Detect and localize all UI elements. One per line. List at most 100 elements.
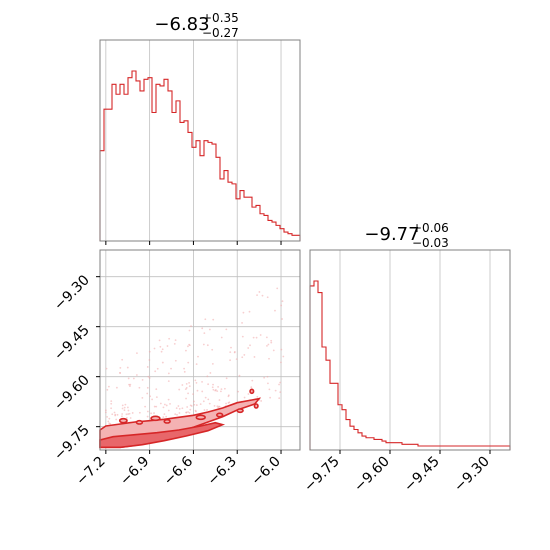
scatter-point bbox=[175, 407, 178, 410]
scatter-point bbox=[238, 374, 241, 377]
scatter-point bbox=[201, 381, 203, 383]
scatter-point bbox=[129, 383, 132, 386]
scatter-point bbox=[282, 355, 285, 358]
scatter-point bbox=[193, 400, 195, 403]
scatter-point bbox=[272, 349, 275, 352]
scatter-point bbox=[121, 415, 123, 418]
scatter-point bbox=[128, 383, 130, 386]
bottom-left-joint-panel: −7.2 −6.9 −6.6 −6.3 −6.0 −9.30 −9.45 −9.60 −9.75 bbox=[51, 249, 301, 489]
scatter-point bbox=[174, 339, 177, 342]
scatter-point bbox=[188, 344, 191, 347]
scatter-point bbox=[154, 370, 157, 373]
scatter-point bbox=[268, 388, 271, 391]
scatter-point bbox=[162, 416, 165, 419]
scatter-point bbox=[155, 396, 158, 399]
scatter-point bbox=[265, 336, 268, 339]
scatter-point bbox=[160, 350, 163, 353]
scatter-point bbox=[211, 386, 214, 389]
scatter-point bbox=[165, 404, 168, 407]
tl-title-value: −6.83 bbox=[154, 14, 209, 35]
scatter-point bbox=[135, 374, 138, 376]
scatter-point bbox=[161, 348, 164, 351]
scatter-point bbox=[110, 407, 113, 410]
scatter-point bbox=[170, 367, 172, 370]
scatter-point bbox=[185, 411, 188, 414]
br-histogram bbox=[309, 280, 511, 450]
scatter-point bbox=[220, 388, 223, 391]
scatter-point bbox=[108, 417, 111, 420]
scatter-point bbox=[195, 381, 198, 384]
scatter-point bbox=[105, 367, 108, 370]
scatter-point bbox=[178, 407, 181, 410]
scatter-point bbox=[148, 350, 151, 353]
scatter-point bbox=[267, 382, 269, 385]
scatter-point bbox=[206, 375, 209, 378]
scatter-point bbox=[183, 370, 186, 373]
scatter-point bbox=[159, 402, 162, 405]
br-x-tick-label: −9.45 bbox=[401, 454, 443, 496]
scatter-point bbox=[129, 417, 132, 419]
scatter-point bbox=[187, 411, 189, 413]
scatter-point bbox=[188, 329, 191, 332]
scatter-point bbox=[219, 390, 222, 393]
scatter-point bbox=[153, 347, 156, 350]
scatter-point bbox=[106, 415, 109, 418]
scatter-point bbox=[129, 385, 131, 388]
scatter-point bbox=[146, 392, 149, 395]
scatter-point bbox=[189, 408, 192, 411]
scatter-point bbox=[126, 366, 129, 369]
scatter-point bbox=[148, 359, 151, 361]
scatter-point bbox=[149, 395, 152, 398]
scatter-point bbox=[156, 367, 159, 370]
scatter-point bbox=[260, 400, 263, 402]
scatter-point bbox=[195, 404, 198, 406]
scatter-point bbox=[259, 334, 262, 336]
scatter-point bbox=[138, 411, 141, 414]
scatter-point bbox=[126, 417, 128, 419]
scatter-point bbox=[123, 406, 126, 409]
scatter-point bbox=[146, 366, 149, 368]
bl-frame bbox=[99, 249, 301, 451]
scatter-point bbox=[131, 412, 134, 414]
scatter-point bbox=[258, 291, 261, 293]
scatter-point bbox=[127, 409, 130, 412]
scatter-point bbox=[274, 309, 276, 312]
scatter-point bbox=[162, 406, 165, 409]
scatter-point bbox=[204, 396, 207, 399]
scatter-point bbox=[270, 341, 273, 344]
bl-y-tick-label: −9.45 bbox=[51, 322, 93, 364]
scatter-point bbox=[266, 296, 269, 299]
scatter-point bbox=[278, 383, 280, 386]
scatter-point bbox=[194, 409, 197, 412]
scatter-point bbox=[225, 377, 228, 380]
scatter-point bbox=[178, 412, 181, 414]
scatter-point bbox=[207, 398, 210, 401]
scatter-point bbox=[167, 372, 170, 375]
scatter-point bbox=[270, 339, 273, 342]
scatter-point bbox=[173, 342, 176, 345]
scatter-point bbox=[218, 399, 221, 401]
tl-title-plus: +0.35 bbox=[202, 11, 239, 25]
scatter-point bbox=[158, 339, 161, 342]
scatter-point bbox=[121, 404, 124, 407]
tl-histogram bbox=[99, 70, 301, 241]
scatter-point bbox=[110, 402, 113, 405]
scatter-point bbox=[125, 413, 128, 416]
scatter-point bbox=[223, 387, 226, 390]
scatter-point bbox=[266, 375, 269, 378]
scatter-point bbox=[185, 383, 188, 385]
scatter-point bbox=[279, 381, 282, 384]
scatter-point bbox=[195, 363, 198, 366]
scatter-point bbox=[124, 403, 127, 406]
scatter-point bbox=[183, 367, 185, 370]
scatter-point bbox=[203, 409, 206, 411]
scatter-point bbox=[206, 344, 209, 347]
scatter-point bbox=[107, 385, 110, 388]
scatter-point bbox=[178, 388, 181, 391]
scatter-point bbox=[155, 405, 158, 408]
scatter-point bbox=[253, 356, 256, 358]
bl-inner-contour bbox=[99, 421, 226, 449]
bl-contour-island bbox=[195, 414, 206, 421]
scatter-point bbox=[163, 413, 166, 416]
scatter-point bbox=[268, 357, 270, 360]
